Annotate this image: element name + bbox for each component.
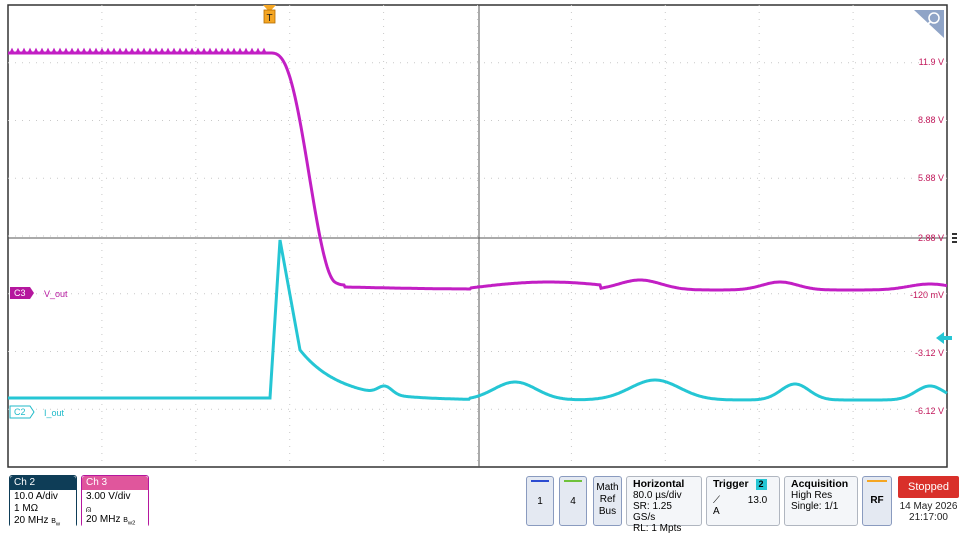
y-axis-labels: 11.9 V 8.88 V 5.88 V 2.88 V -120 mV -3.12 V -6…	[910, 57, 944, 416]
bandwidth-limit-icon: Bw2	[123, 517, 136, 527]
horizontal-panel[interactable]: Horizontal 80.0 µs/div SR: 1.25 GS/s RL:…	[626, 476, 702, 534]
y-axis-label: 5.88 V	[918, 173, 944, 183]
acquisition-count: Single: 1/1	[791, 501, 839, 512]
horizontal-title: Horizontal	[633, 478, 685, 490]
ch2-badge[interactable]: Ch 2 10.0 A/div 1 MΩ 20 MHz Bw	[9, 475, 77, 532]
ch3-badge[interactable]: Ch 3 3.00 V/div ⍝ 20 MHz Bw2	[81, 475, 149, 531]
time-label: 21:17:00	[909, 512, 948, 523]
trigger-title: Trigger	[713, 478, 749, 490]
more-options-icon[interactable]	[952, 233, 957, 243]
bandwidth-limit-icon: Bw	[51, 518, 61, 528]
graticule-grid	[8, 5, 947, 467]
svg-text:V_out: V_out	[44, 289, 68, 299]
channel-2-label[interactable]: C2 I_out	[9, 405, 65, 419]
ch3-bandwidth: 20 MHz	[86, 514, 121, 525]
trigger-level: 13.0 A	[713, 495, 768, 517]
trigger-marker-icon[interactable]: T	[263, 5, 276, 24]
y-axis-label: 8.88 V	[918, 115, 944, 125]
channel-4-button[interactable]: 4	[559, 476, 587, 526]
svg-text:C2: C2	[14, 407, 26, 417]
waveform-display[interactable]: 11.9 V 8.88 V 5.88 V 2.88 V -120 mV -3.12 V -6…	[0, 0, 959, 470]
acquisition-panel[interactable]: Acquisition High Res Single: 1/1	[784, 476, 858, 526]
probe-icon: ⍝	[86, 504, 92, 514]
y-axis-label: -3.12 V	[915, 348, 944, 358]
channel-3-label[interactable]: C3 V_out	[10, 287, 68, 299]
run-stop-button[interactable]: Stopped	[898, 476, 959, 498]
y-axis-label: 11.9 V	[919, 57, 944, 67]
status-bar: Ch 2 10.0 A/div 1 MΩ 20 MHz Bw Ch 3 3.00…	[0, 470, 959, 534]
sample-rate: SR: 1.25 GS/s	[633, 501, 672, 523]
ch3-scale: 3.00 V/div	[86, 491, 131, 502]
ch2-scale: 10.0 A/div	[14, 491, 58, 502]
svg-text:T: T	[266, 13, 272, 24]
channel-3-trace	[8, 47, 948, 292]
svg-text:C3: C3	[14, 288, 26, 298]
datetime: 14 May 2026 21:17:00	[898, 501, 959, 523]
y-axis-label: 2.88 V	[918, 233, 944, 243]
y-axis-label: -120 mV	[910, 290, 944, 300]
ch3-title: Ch 3	[82, 476, 148, 490]
horizontal-scale: 80.0 µs/div	[633, 490, 682, 501]
channel-2-trace	[8, 239, 948, 402]
acquisition-mode: High Res	[791, 490, 833, 501]
y-axis-label: -6.12 V	[915, 406, 944, 416]
trigger-level-arrow-icon[interactable]	[936, 332, 952, 344]
rf-button[interactable]: RF	[862, 476, 892, 526]
trigger-panel[interactable]: Trigger 2 ⟋ 13.0 A	[706, 476, 780, 526]
ch2-impedance: 1 MΩ	[14, 503, 39, 514]
ch2-title: Ch 2	[10, 476, 76, 490]
date-label: 14 May 2026	[899, 501, 958, 512]
svg-text:I_out: I_out	[44, 408, 65, 418]
math-ref-bus-button[interactable]: Math Ref Bus	[593, 476, 622, 526]
ch2-bandwidth: 20 MHz	[14, 515, 49, 526]
acquisition-title: Acquisition	[791, 478, 849, 490]
channel-1-button[interactable]: 1	[526, 476, 554, 526]
trigger-source-badge: 2	[755, 479, 767, 490]
rising-edge-icon: ⟋	[713, 495, 720, 506]
zoom-icon[interactable]	[914, 10, 944, 38]
